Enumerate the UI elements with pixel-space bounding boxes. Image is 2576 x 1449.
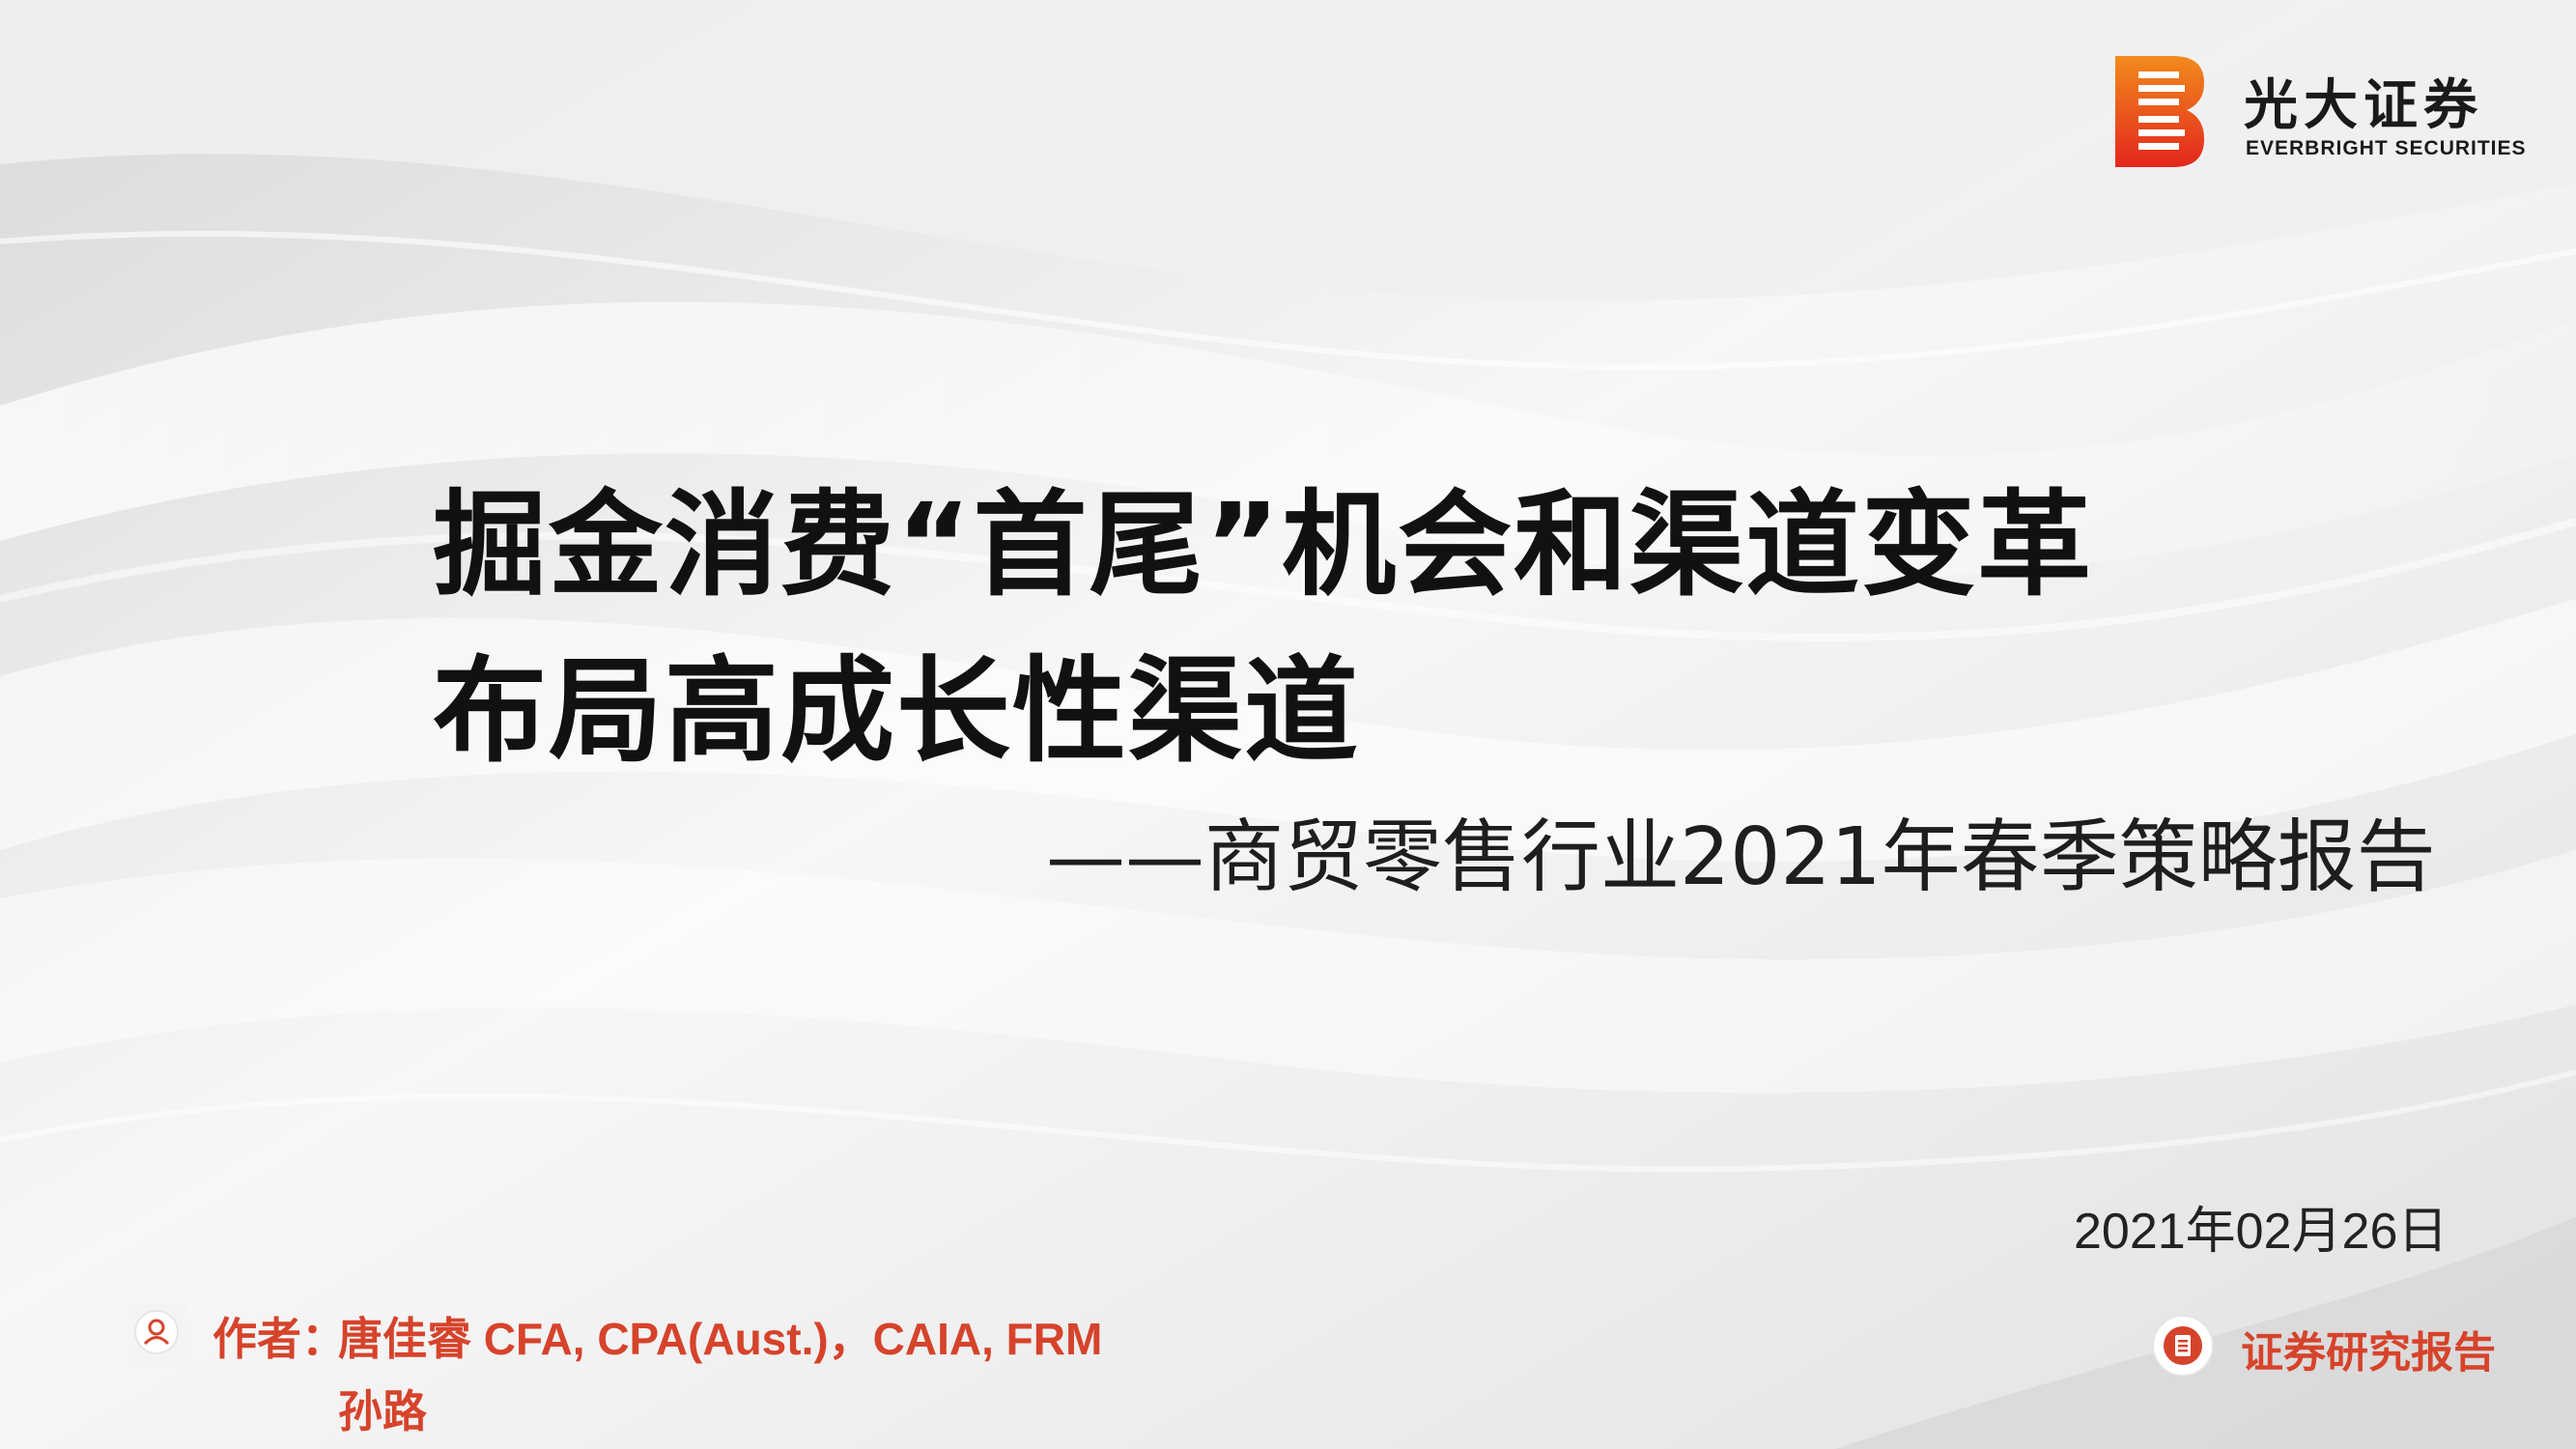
report-title-line2: 布局高成长性渠道 xyxy=(433,644,1361,778)
person-icon xyxy=(127,1302,186,1362)
brand-logo: 光大证券 EVERBRIGHT SECURITIES xyxy=(2115,56,2526,167)
author-name-2: 孙路 xyxy=(338,1386,427,1436)
brand-name-cn: 光大证券 xyxy=(2244,74,2483,137)
document-icon xyxy=(2152,1315,2214,1377)
report-subtitle: ——商贸零售行业2021年春季策略报告 xyxy=(1046,811,2436,903)
report-title-line1: 掘金消费“首尾”机会和渠道变革 xyxy=(433,478,2094,611)
report-date: 2021年02月26日 xyxy=(2074,1204,2449,1260)
report-type-label: 证券研究报告 xyxy=(2241,1328,2496,1378)
everbright-logo-icon xyxy=(2115,56,2204,167)
author-name: 唐佳睿 CFA, CPA(Aust.)，CAIA, FRM xyxy=(338,1314,1103,1364)
brand-name-en: EVERBRIGHT SECURITIES xyxy=(2246,137,2527,159)
author-label: 作者： xyxy=(212,1313,346,1365)
